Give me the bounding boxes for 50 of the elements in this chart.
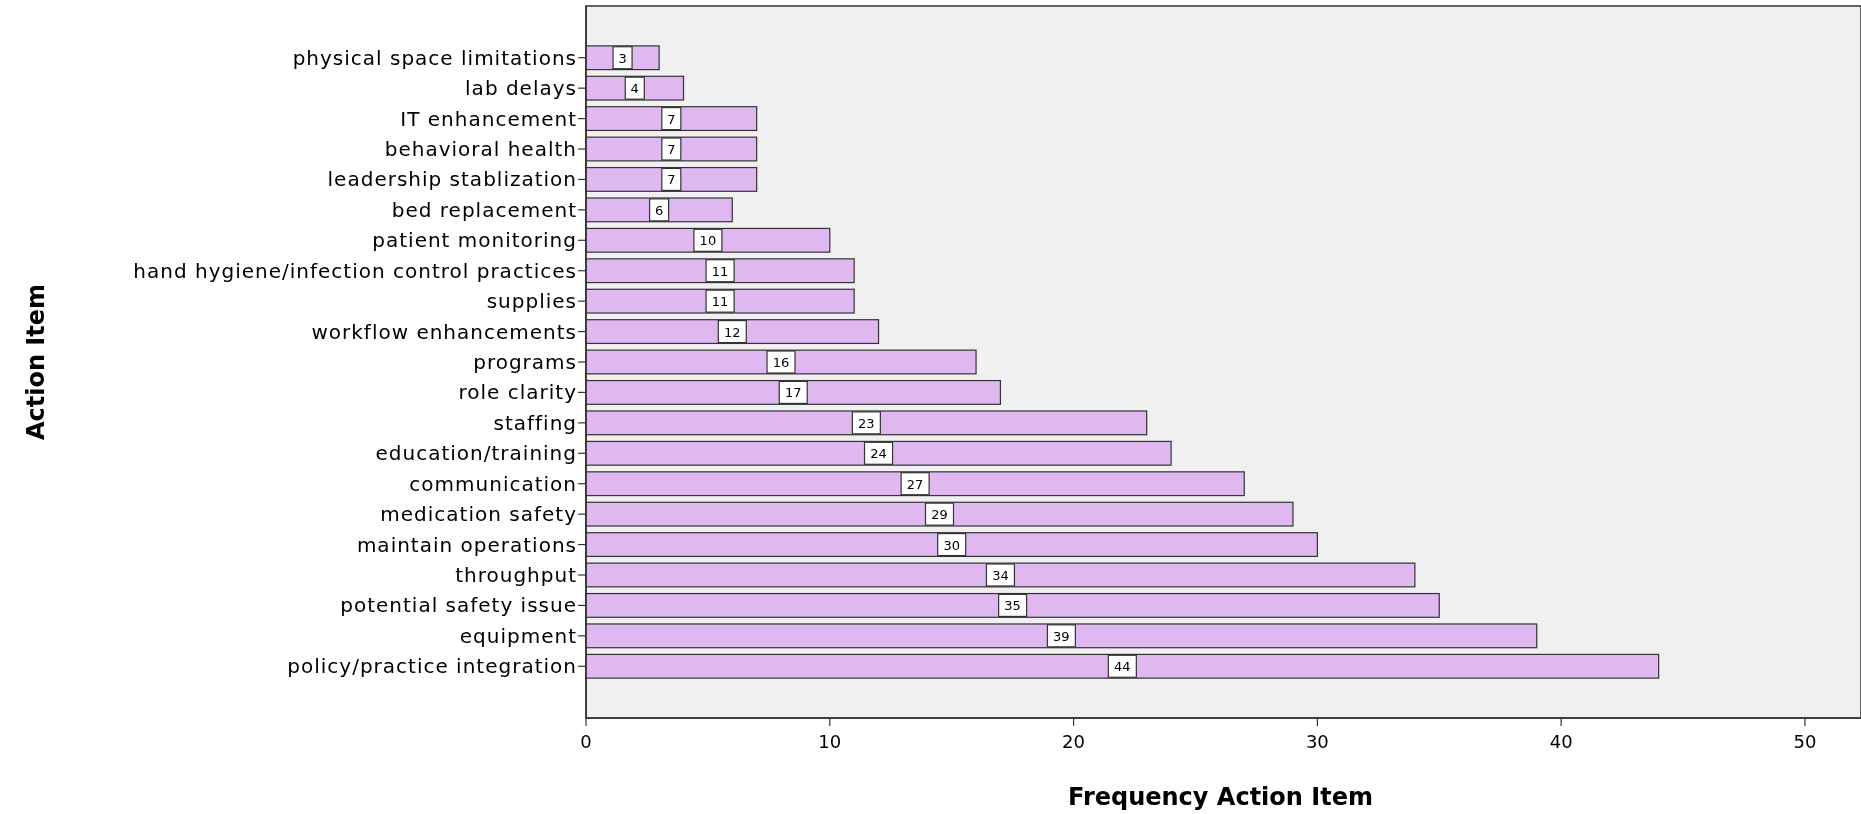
- data-label: 27: [906, 476, 924, 492]
- data-label: 35: [1004, 598, 1021, 614]
- y-tick-label: communication: [409, 471, 577, 496]
- y-tick-label: patient monitoring: [372, 228, 577, 253]
- data-label: 7: [667, 142, 676, 158]
- data-label: 24: [870, 446, 887, 462]
- y-tick-label: throughput: [455, 562, 577, 587]
- x-tick-label: 40: [1549, 731, 1573, 752]
- data-label: 17: [784, 385, 802, 401]
- data-label: 23: [858, 415, 875, 431]
- data-label: 6: [655, 202, 664, 218]
- data-label: 10: [699, 233, 717, 249]
- data-label: 4: [630, 81, 639, 97]
- y-tick-label: equipment: [459, 623, 577, 648]
- y-axis-title: Action Item: [22, 283, 50, 441]
- x-tick-label: 30: [1305, 731, 1329, 752]
- y-tick-label: leadership stablization: [327, 167, 577, 192]
- data-label: 12: [724, 324, 741, 340]
- y-tick-label: lab delays: [465, 76, 577, 101]
- data-label: 7: [667, 111, 676, 127]
- y-tick-label: education/training: [375, 441, 577, 466]
- y-tick-label: physical space limitations: [292, 45, 577, 70]
- data-label: 34: [992, 567, 1009, 583]
- y-tick-label: policy/practice integration: [287, 654, 577, 679]
- y-tick-label: staffing: [493, 410, 577, 435]
- data-label: 39: [1053, 628, 1070, 644]
- data-label: 44: [1114, 659, 1131, 675]
- y-tick-label: hand hygiene/infection control practices: [133, 258, 577, 283]
- data-label: 29: [931, 507, 948, 523]
- x-tick-label: 20: [1062, 731, 1086, 752]
- y-tick-label: maintain operations: [356, 532, 577, 557]
- y-tick-label: supplies: [486, 289, 577, 314]
- data-label: 3: [618, 50, 627, 66]
- y-tick-label: programs: [473, 350, 577, 374]
- y-tick-label: potential safety issue: [340, 593, 577, 618]
- x-tick-label: 10: [818, 731, 842, 752]
- x-tick-label: 50: [1793, 731, 1817, 752]
- data-label: 11: [711, 294, 729, 310]
- data-label: 16: [772, 355, 790, 370]
- y-tick-label: medication safety: [380, 502, 577, 527]
- data-label: 7: [667, 172, 676, 188]
- y-tick-label: behavioral health: [384, 137, 577, 162]
- y-tick-label: bed replacement: [391, 197, 577, 222]
- y-tick-label: IT enhancement: [400, 106, 577, 131]
- y-tick-label: workflow enhancements: [311, 319, 577, 344]
- y-tick-label: role clarity: [458, 380, 577, 405]
- data-label: 30: [943, 537, 960, 553]
- x-tick-label: 0: [580, 731, 592, 752]
- x-axis-title: Frequency Action Item: [1068, 783, 1373, 811]
- data-label: 11: [711, 263, 729, 279]
